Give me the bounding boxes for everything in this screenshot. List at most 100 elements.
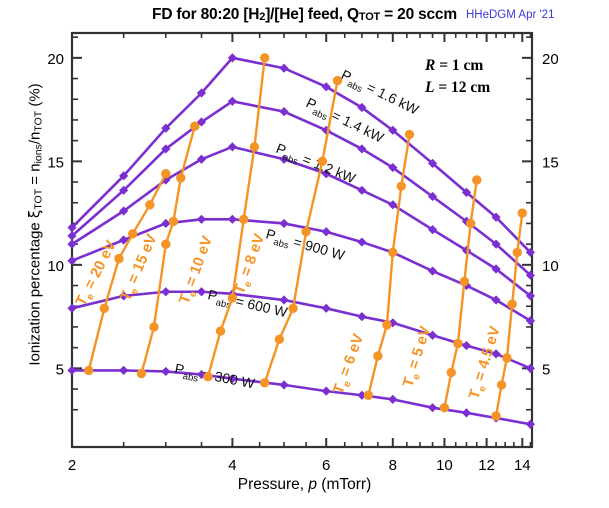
isoline-point-marker — [128, 229, 138, 239]
data-point-marker — [461, 187, 472, 197]
data-point-marker — [461, 245, 472, 255]
x-tick-label: 4 — [228, 457, 236, 474]
isoline-point-marker — [114, 253, 124, 264]
data-point-marker — [196, 154, 207, 164]
isoline-point-marker — [472, 175, 482, 185]
isoline-point-marker — [274, 334, 285, 345]
data-point-marker — [227, 142, 237, 152]
data-point-marker — [357, 185, 367, 195]
data-point-marker — [67, 303, 77, 313]
data-point-marker — [388, 394, 398, 404]
title-middle: ]/[He] feed, Q — [265, 6, 359, 23]
pabs-curves — [67, 53, 536, 429]
data-point-marker — [279, 295, 289, 305]
data-point-marker — [67, 256, 77, 266]
te-isoline — [206, 57, 266, 377]
data-point-marker — [279, 63, 289, 73]
data-point-marker — [196, 214, 207, 224]
y-tick-label-right: 20 — [542, 51, 559, 68]
isoline-point-marker — [249, 142, 260, 152]
data-point-marker — [67, 222, 77, 233]
data-point-marker — [461, 340, 472, 351]
provenance-stamp: HHeDGM Apr '21 — [466, 9, 555, 21]
data-point-marker — [491, 212, 501, 222]
data-point-marker — [119, 291, 129, 301]
te-isoline — [443, 179, 478, 408]
xlabel-symbol-p: p — [308, 476, 317, 493]
data-point-marker — [227, 96, 237, 106]
geometry-annotation: R = 1 cm L = 12 cm — [424, 57, 490, 96]
data-point-marker — [357, 144, 367, 154]
data-point-marker — [321, 227, 331, 237]
data-point-marker — [119, 365, 129, 376]
data-point-marker — [279, 218, 289, 229]
data-point-marker — [427, 191, 438, 202]
data-point-marker — [491, 349, 501, 359]
isoline-point-marker — [238, 214, 249, 224]
isoline-point-marker — [404, 129, 415, 140]
data-point-marker — [161, 218, 171, 229]
data-point-marker — [279, 154, 289, 164]
isoline-point-marker — [446, 367, 456, 378]
data-point-marker — [161, 144, 171, 154]
data-point-marker — [388, 200, 398, 210]
y-tick-label-right: 15 — [542, 154, 559, 171]
isoline-point-marker — [190, 121, 200, 131]
y-tick-label: 5 — [56, 361, 64, 378]
isoline-point-marker — [517, 208, 527, 218]
data-point-marker — [119, 235, 129, 245]
isoline-point-marker — [363, 390, 374, 400]
isoline-point-marker — [161, 169, 171, 179]
data-point-marker — [321, 169, 331, 179]
axis-tick-labels: 2 4 6 8 10 12 14 5 5 10 10 15 15 20 20 — [47, 51, 558, 474]
title-main: FD for 80:20 [H — [152, 6, 260, 23]
data-point-marker — [357, 390, 367, 400]
data-point-marker — [388, 318, 398, 328]
chart-title: FD for 80:20 [H2]/[He] feed, QTOT = 20 s… — [0, 6, 609, 24]
isoline-point-marker — [203, 371, 213, 382]
data-point-marker — [67, 365, 77, 376]
te-isolines — [84, 53, 527, 421]
data-point-marker — [525, 363, 536, 373]
x-tick-label: 14 — [514, 457, 531, 474]
isoline-point-marker — [459, 276, 470, 287]
te-label: Te = 6 eV — [330, 332, 370, 398]
data-point-marker — [427, 158, 438, 169]
data-point-marker — [388, 162, 398, 173]
isoline-point-marker — [465, 218, 476, 229]
x-tick-label: 8 — [389, 457, 397, 474]
title-subscript-tot: TOT — [358, 11, 381, 23]
title-subscript-h2: 2 — [259, 11, 266, 23]
isoline-point-marker — [227, 293, 238, 303]
dim-length: L = 12 cm — [424, 79, 490, 96]
isoline-point-marker — [496, 380, 507, 390]
title-end: = 20 sccm — [380, 6, 457, 23]
isoline-point-marker — [512, 247, 522, 258]
axis-ticks — [71, 33, 532, 447]
data-point-marker — [525, 316, 536, 326]
xlabel-post: (mTorr) — [317, 476, 372, 493]
te-isoline — [87, 173, 167, 371]
data-point-marker — [161, 287, 171, 297]
data-point-marker — [321, 125, 331, 135]
x-tick-label: 12 — [478, 457, 495, 474]
data-point-marker — [321, 303, 331, 313]
data-point-marker — [427, 225, 438, 235]
isoline-point-marker — [260, 53, 270, 63]
xlabel-pre: Pressure, — [237, 476, 309, 493]
isoline-point-marker — [382, 320, 392, 330]
te-isoline — [140, 125, 196, 374]
data-point-marker — [357, 311, 367, 322]
data-point-marker — [525, 291, 536, 301]
data-point-marker — [388, 125, 398, 135]
data-point-marker — [491, 295, 501, 305]
x-axis-label: Pressure, p (mTorr) — [0, 476, 609, 494]
isoline-point-marker — [136, 368, 147, 379]
isoline-point-marker — [439, 402, 450, 413]
isoline-point-marker — [502, 353, 512, 363]
isoline-point-marker — [373, 351, 383, 361]
te-label: Te = 5 eV — [400, 324, 437, 390]
data-point-marker — [321, 386, 331, 396]
isoline-point-marker — [168, 216, 179, 227]
